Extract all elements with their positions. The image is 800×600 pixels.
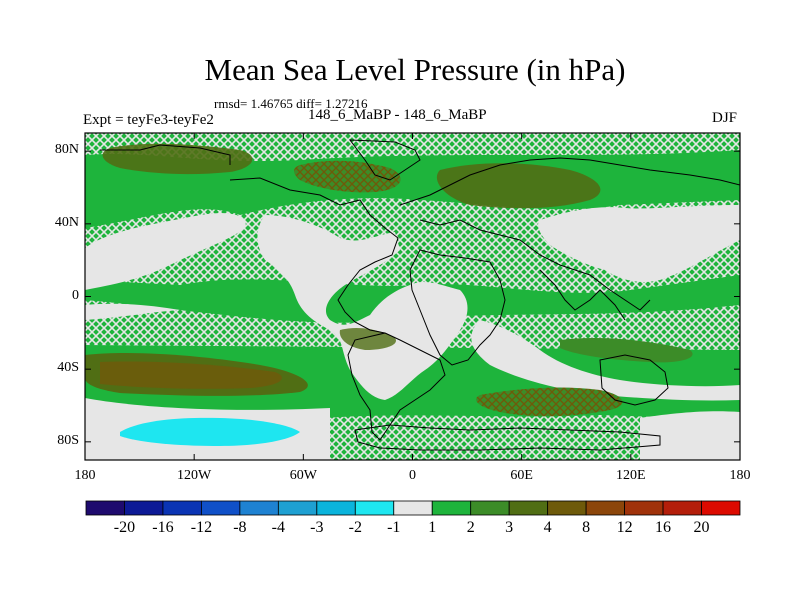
colorbar-tick-label: 1	[428, 519, 437, 536]
colorbar-swatch	[277, 500, 318, 516]
colorbar-swatch	[85, 500, 125, 516]
colorbar-tick-label: -8	[233, 519, 247, 536]
colorbar-swatch	[585, 500, 625, 516]
colorbar-tick-label: -2	[348, 519, 362, 536]
center-subtitle: 148_6_MaBP - 148_6_MaBP	[308, 107, 487, 123]
x-tick-label: 60E	[510, 468, 533, 483]
season-label: DJF	[712, 110, 738, 126]
colorbar-tick-label: 8	[582, 519, 591, 536]
y-tick-label: 0	[72, 287, 79, 303]
coast-antarctica	[354, 424, 661, 451]
rmsd-diff-stats: rmsd= 1.46765 diff= 1.27216	[214, 96, 368, 111]
coast-australia	[599, 354, 669, 406]
grey-region-north-pacific	[85, 213, 246, 290]
coast-africa	[409, 249, 506, 366]
coast-europe-south	[419, 219, 651, 311]
colorbar-swatch	[201, 500, 241, 516]
grey-region-asia	[538, 205, 740, 282]
y-tick-label: 80N	[54, 142, 79, 158]
colorbar-swatch	[239, 500, 279, 516]
grey-region-north-america	[257, 215, 468, 400]
x-tick-label: 180	[729, 468, 751, 483]
pressure-field	[85, 133, 740, 460]
colorbar-tick-label: -3	[310, 519, 324, 536]
axis-tick-marks	[84, 133, 741, 460]
x-tick-label: 120E	[616, 468, 646, 483]
dark-region-indian-ocean	[476, 387, 623, 417]
colorbar-swatch	[393, 500, 433, 516]
x-tick-label: 180	[74, 468, 96, 483]
dark-region-arctic-center	[294, 160, 401, 193]
colorbar-swatch	[162, 500, 202, 516]
colorbar-tick-label: -20	[113, 519, 136, 536]
x-tick-label: 120W	[177, 468, 212, 483]
grey-region-southeast	[640, 411, 740, 460]
coast-eurasia	[399, 157, 740, 206]
coast-north-america	[229, 177, 399, 334]
experiment-label: Expt = teyFe3-teyFe2	[83, 112, 214, 128]
dark-region-arctic-east	[436, 163, 601, 209]
colorbar-swatch	[508, 500, 549, 516]
x-tick-label: 60W	[289, 468, 317, 483]
map-title: Mean Sea Level Pressure (in hPa)	[204, 52, 626, 87]
colorbar-tick-label: -16	[152, 519, 174, 536]
colorbar-tick-label: -1	[387, 519, 401, 536]
coast-greenland	[348, 139, 421, 181]
colorbar-swatch	[662, 500, 702, 516]
coast-north-box	[100, 144, 231, 165]
dark-region-southern-band-inner	[100, 361, 282, 389]
coast-india-seasia	[539, 269, 626, 321]
colorbar-tick-label: 12	[616, 519, 633, 536]
grey-region-east-pacific	[85, 303, 180, 320]
colorbar-swatch	[470, 500, 510, 516]
colorbar-swatch	[354, 500, 395, 516]
colorbar-swatch	[701, 500, 741, 516]
colorbar-tick-label: 20	[693, 519, 710, 536]
colorbar-tick-label: 4	[543, 519, 552, 536]
colorbar-tick-label: 2	[466, 519, 475, 536]
y-tick-label: 80S	[57, 432, 79, 448]
colorbar-swatch	[316, 500, 356, 516]
dark-region-pacific-south	[560, 338, 693, 363]
colorbar-swatch	[547, 500, 587, 516]
colorbar-tick-label: 16	[655, 519, 672, 536]
colorbar-swatch	[124, 500, 164, 516]
colorbar-swatch	[624, 500, 664, 516]
grey-region-tropics	[471, 320, 740, 401]
x-tick-label: 0	[409, 468, 416, 483]
y-tick-label: 40N	[54, 214, 79, 230]
colorbar	[85, 500, 741, 516]
colorbar-tick-label: -12	[190, 519, 213, 536]
coastlines	[100, 139, 740, 451]
colorbar-swatch	[431, 500, 472, 516]
colorbar-tick-label: -4	[271, 519, 285, 536]
colorbar-tick-label: 3	[505, 519, 514, 536]
cyan-region-antarctic	[120, 417, 300, 446]
y-tick-label: 40S	[57, 360, 79, 376]
